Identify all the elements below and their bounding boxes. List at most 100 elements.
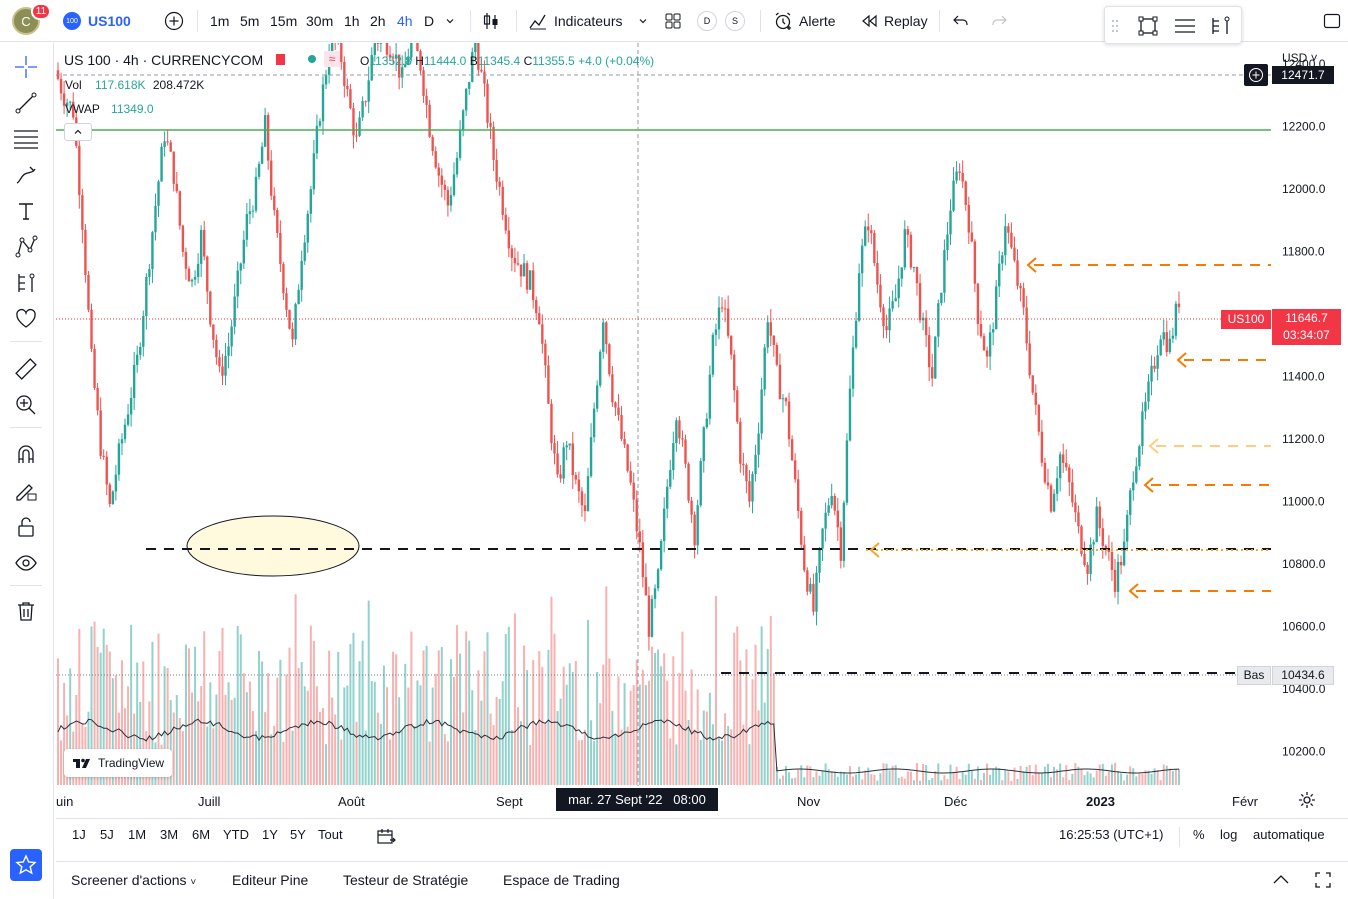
tab-trading-panel[interactable]: Espace de Trading	[503, 872, 620, 888]
range-1y[interactable]: 1Y	[262, 827, 278, 842]
pattern-tool-icon[interactable]	[12, 233, 40, 261]
ruler-icon[interactable]	[12, 355, 40, 383]
panel-maximize-icon[interactable]	[1314, 871, 1332, 892]
volume-bar	[63, 682, 66, 785]
alert-button[interactable]: Alerte	[773, 0, 836, 42]
volume-bar	[794, 777, 797, 785]
settings-gear-icon[interactable]	[1298, 791, 1316, 812]
zoom-in-icon[interactable]	[12, 391, 40, 419]
volume-bar	[227, 682, 230, 785]
range-5y[interactable]: 5Y	[290, 827, 306, 842]
interval-15m[interactable]: 15m	[270, 13, 298, 29]
candle-body	[1046, 482, 1050, 486]
currency-selector[interactable]: USD ˅	[1282, 51, 1318, 65]
candle-body	[212, 324, 215, 340]
fib-tool-icon[interactable]	[1209, 15, 1233, 37]
candle-body	[519, 264, 523, 277]
candle-body	[440, 175, 444, 185]
lock-icon[interactable]	[12, 513, 40, 541]
tradingview-watermark[interactable]: TradingView	[64, 749, 173, 777]
volume-bar	[1123, 780, 1126, 785]
clock-timezone[interactable]: 16:25:53 (UTC+1)	[1059, 827, 1164, 842]
range-6m[interactable]: 6M	[192, 827, 211, 842]
legend-title[interactable]: US 100 · 4h · CURRENCYCOM	[64, 52, 264, 68]
range-tout[interactable]: Tout	[318, 827, 343, 842]
candles-chart-type-icon[interactable]	[481, 0, 501, 42]
candle-body	[626, 444, 629, 471]
interval-1m[interactable]: 1m	[210, 13, 230, 29]
tab-strategy-tester[interactable]: Testeur de Stratégie	[343, 872, 469, 888]
low-label: Bas	[1237, 666, 1271, 685]
add-symbol-button[interactable]	[164, 0, 184, 42]
magnet-icon[interactable]	[12, 441, 40, 469]
replay-button[interactable]: Replay	[860, 0, 928, 42]
collapse-legend-chevron-icon[interactable]	[64, 123, 92, 141]
layout-grid-icon[interactable]	[664, 0, 682, 42]
forecast-tool-icon[interactable]	[12, 269, 40, 297]
watchlist-star-icon[interactable]	[10, 849, 42, 881]
trash-icon[interactable]	[12, 597, 40, 625]
undo-icon[interactable]	[952, 0, 970, 42]
interval-dropdown-chevron-icon[interactable]	[445, 0, 455, 42]
volume-bar	[105, 644, 108, 785]
template-d-button[interactable]: D	[697, 11, 717, 31]
range-1j[interactable]: 1J	[72, 827, 86, 842]
volume-bar	[763, 702, 766, 785]
volume-bar	[361, 640, 364, 785]
drag-handle-icon[interactable]	[1111, 19, 1119, 33]
eye-icon[interactable]	[12, 549, 40, 577]
candle-body	[1028, 343, 1031, 376]
horizontal-lines-icon[interactable]	[12, 125, 40, 153]
vwap-legend[interactable]: VWAP 11349.0	[65, 102, 154, 116]
range-3m[interactable]: 3M	[160, 827, 179, 842]
auto-scale-toggle[interactable]: automatique	[1253, 827, 1325, 842]
range-1m[interactable]: 1M	[128, 827, 147, 842]
log-toggle[interactable]: log	[1220, 827, 1238, 842]
volume-bar	[1165, 765, 1168, 785]
price-tick-label: 11400.0	[1282, 370, 1325, 384]
volume-legend[interactable]: Vol 117.618K 208.472K	[65, 78, 205, 92]
candle-body	[882, 307, 885, 327]
symbol-search-button[interactable]: US100	[88, 13, 131, 29]
line-style-icon[interactable]	[1173, 15, 1197, 37]
volume-bar	[57, 658, 59, 785]
tab-pine-editor[interactable]: Editeur Pine	[232, 872, 309, 888]
interval-D[interactable]: D	[424, 13, 435, 29]
trend-line-icon[interactable]	[12, 89, 40, 117]
indicators-button[interactable]: Indicateurs	[528, 0, 622, 42]
crosshair-icon[interactable]	[12, 53, 40, 81]
tab-screener[interactable]: Screener d'actions ˅	[71, 872, 197, 888]
candle-body	[468, 81, 471, 89]
candle-body	[1132, 482, 1135, 491]
rectangle-tool-icon[interactable]	[1137, 15, 1159, 37]
interval-1h[interactable]: 1h	[344, 13, 360, 29]
text-tool-icon[interactable]	[12, 197, 40, 225]
fullscreen-square-icon[interactable]	[1322, 0, 1342, 42]
candle-body	[370, 54, 373, 81]
range-ytd[interactable]: YTD	[223, 827, 249, 842]
redo-icon[interactable]	[990, 0, 1008, 42]
interval-2h[interactable]: 2h	[370, 13, 386, 29]
candle-body	[614, 402, 617, 408]
lock-pencil-icon[interactable]	[12, 477, 40, 505]
flag-icon[interactable]	[276, 54, 285, 65]
template-s-button[interactable]: S	[725, 11, 745, 31]
favorite-heart-icon[interactable]	[12, 305, 40, 333]
interval-4h[interactable]: 4h	[397, 13, 413, 29]
candle-body	[276, 210, 279, 233]
candle-body	[994, 286, 998, 330]
volume-bar	[574, 661, 577, 785]
price-chart-svg[interactable]: 12400.012200.012000.011800.011600.011400…	[56, 38, 1348, 816]
indicators-chevron-icon[interactable]	[638, 0, 648, 42]
candle-body	[273, 195, 276, 211]
chart-area[interactable]: 12400.012200.012000.011800.011600.011400…	[56, 38, 1348, 816]
range-5j[interactable]: 5J	[100, 827, 114, 842]
brush-icon[interactable]	[12, 161, 40, 189]
interval-5m[interactable]: 5m	[240, 13, 260, 29]
percent-toggle[interactable]: %	[1193, 827, 1205, 842]
interval-30m[interactable]: 30m	[306, 13, 334, 29]
add-plus-icon[interactable]	[1244, 64, 1268, 86]
panel-collapse-chevron-icon[interactable]	[1272, 872, 1290, 891]
goto-date-icon[interactable]	[376, 828, 396, 849]
volume-bar	[288, 647, 291, 785]
